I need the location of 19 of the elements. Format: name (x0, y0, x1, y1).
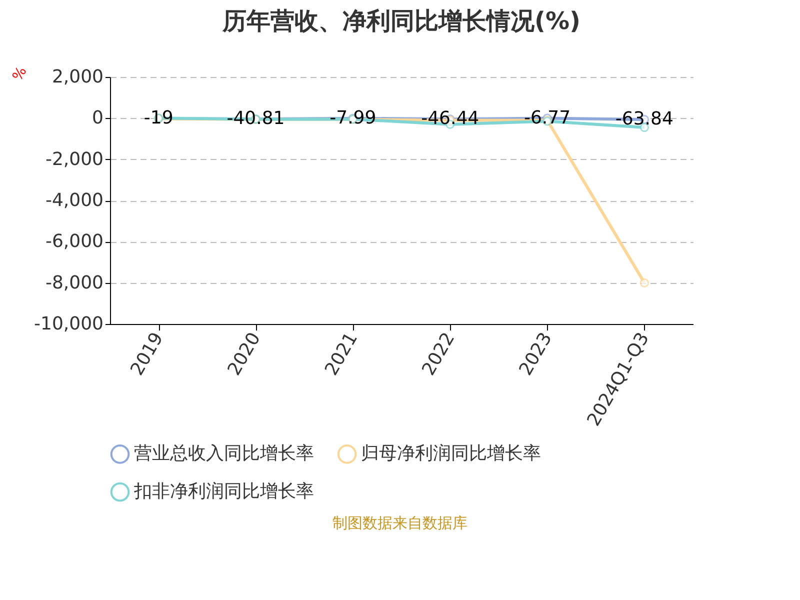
data-label: -63.84 (615, 108, 674, 130)
data-label: -6.77 (524, 107, 571, 128)
text: 制图数据来自数据库 (332, 514, 468, 533)
legend-label: 营业总收入同比增长率 (134, 443, 314, 464)
data-label: -40.81 (226, 108, 285, 130)
y-tick-label: -2,000 (45, 148, 104, 170)
legend-label: 扣非净利润同比增长率 (133, 481, 314, 502)
y-axis-title: % (10, 64, 30, 84)
y-tick-label: 0 (92, 108, 104, 129)
data-label: -19 (144, 108, 174, 129)
y-tick-label: -10,000 (34, 314, 104, 334)
y-tick-label: 2,000 (52, 66, 104, 88)
y-tick-label: -4,000 (45, 190, 104, 211)
chart-title: 历年营收、净利同比增长情况(%) (222, 7, 580, 36)
y-tick-label: -6,000 (45, 231, 104, 252)
legend-label: 归母净利润同比增长率 (361, 443, 541, 464)
y-tick-label: -8,000 (45, 272, 104, 294)
data-label: -7.99 (330, 107, 376, 128)
data-label: -46.44 (421, 108, 480, 130)
